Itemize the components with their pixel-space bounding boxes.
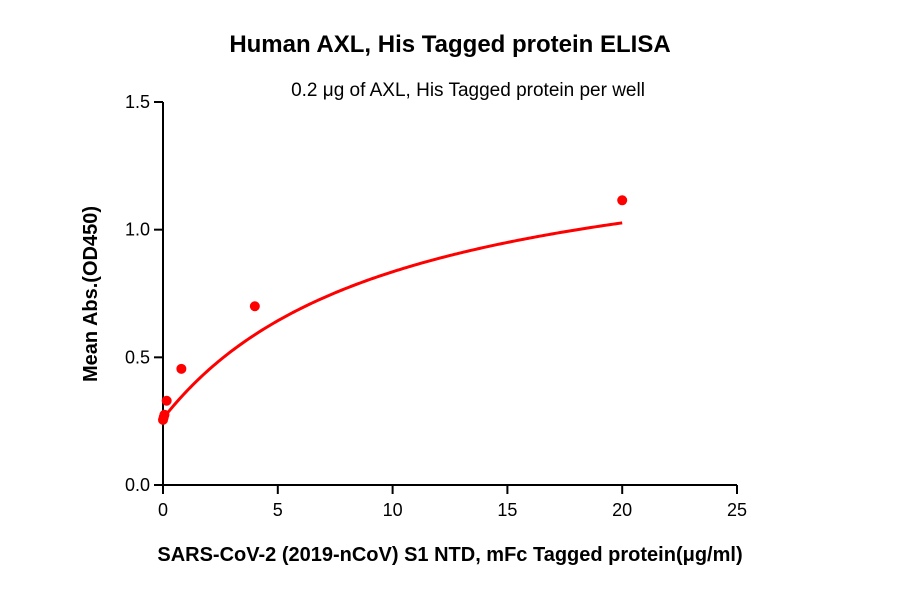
plot-area — [158, 195, 628, 425]
chart-subtitle: 0.2 μg of AXL, His Tagged protein per we… — [291, 80, 645, 101]
data-point — [617, 195, 628, 206]
x-tick-label: 10 — [383, 500, 403, 520]
chart-title: Human AXL, His Tagged protein ELISA — [229, 31, 670, 58]
x-axis-label: SARS-CoV-2 (2019-nCoV) S1 NTD, mFc Tagge… — [157, 544, 742, 566]
y-tick-label: 1.0 — [125, 220, 150, 240]
data-point — [176, 363, 187, 374]
y-tick-label: 1.5 — [125, 92, 150, 112]
x-tick-label: 20 — [612, 500, 632, 520]
data-point — [161, 395, 172, 406]
x-tick-label: 5 — [273, 500, 283, 520]
ticks-layer: 0 5 10 15 20 25 0.0 0.5 1.0 1.5 — [125, 92, 747, 520]
data-point — [249, 301, 260, 312]
y-tick-label: 0.5 — [125, 347, 150, 367]
x-tick-label: 15 — [497, 500, 517, 520]
data-point — [159, 409, 170, 420]
y-axis-label: Mean Abs.(OD450) — [80, 206, 102, 382]
x-tick-label: 0 — [158, 500, 168, 520]
y-tick-label: 0.0 — [125, 475, 150, 495]
fit-curve — [161, 221, 623, 420]
x-tick-label: 25 — [727, 500, 747, 520]
